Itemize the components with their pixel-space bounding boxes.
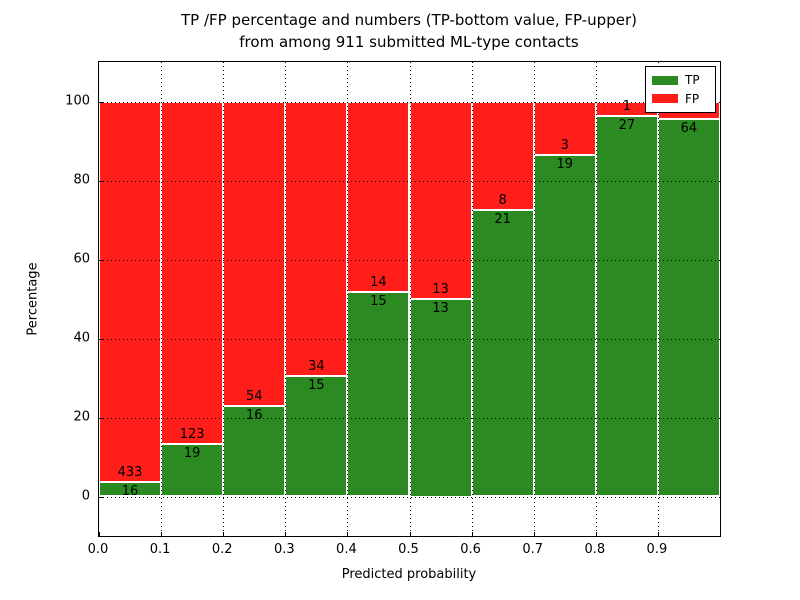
x-tick-label: 0.4: [336, 542, 357, 557]
tp-count-label: 19: [556, 157, 574, 173]
v-gridline: [595, 62, 597, 536]
y-tick-mark: [99, 180, 103, 182]
x-tick-label: 0.3: [273, 542, 295, 557]
fp-count-label: 34: [308, 358, 325, 374]
bar-segment-tp: [595, 115, 658, 497]
fp-color-swatch: [652, 94, 678, 104]
y-tick-mark: [99, 417, 103, 419]
fp-count-label: 123: [179, 426, 205, 442]
x-axis-tick-labels: 0.0 0.1 0.2 0.3 0.4 0.5 0.6 0.7 0.8 0.9: [0, 542, 800, 560]
bar-segment-tp: [285, 375, 348, 497]
x-tick-label: 0.5: [398, 542, 419, 557]
y-tick-mark: [99, 496, 103, 498]
bar-segment-tp: [471, 210, 534, 497]
x-tick-label: 0.1: [149, 542, 171, 557]
x-tick-mark: [471, 532, 473, 536]
tp-count-label: 64: [680, 121, 698, 137]
legend-item-fp: FP: [652, 92, 709, 106]
x-tick-label: 0.6: [460, 542, 481, 557]
x-tick-mark: [99, 532, 100, 536]
legend-label-tp: TP: [685, 73, 700, 88]
bar-segment-tp: [161, 443, 224, 497]
bar-segment-fp: [347, 101, 410, 293]
y-tick-label: 0: [81, 488, 90, 503]
x-tick-mark: [533, 532, 535, 536]
tp-count-label: 27: [618, 117, 636, 133]
v-gridline: [347, 62, 349, 536]
x-axis-title: Predicted probability: [341, 567, 477, 582]
y-tick-label: 100: [65, 93, 90, 108]
fp-count-label: 14: [370, 275, 387, 291]
x-tick-mark: [409, 532, 411, 536]
bar-segment-fp: [99, 101, 162, 483]
y-tick-mark: [99, 338, 103, 340]
fp-count-label: 8: [498, 193, 507, 209]
y-tick-mark: [99, 259, 103, 261]
v-gridline: [471, 62, 473, 536]
plot-area: 433 16 123 19 54 16 34 15 14 15 13 13 8 21 3 19 1 27 64: [98, 61, 721, 537]
v-gridline: [533, 62, 535, 536]
x-tick-mark: [347, 532, 349, 536]
x-tick-mark: [285, 532, 287, 536]
x-tick-label: 0.7: [522, 542, 544, 557]
y-tick-label: 80: [73, 172, 90, 187]
x-tick-label: 0.8: [584, 542, 606, 557]
fp-count-label: 13: [432, 282, 449, 297]
x-tick-mark: [657, 532, 659, 536]
y-tick-label: 40: [73, 330, 90, 345]
x-tick-mark: [161, 532, 163, 536]
v-gridline: [409, 62, 411, 536]
tp-count-label: 21: [494, 212, 511, 228]
chart-title-line-2: from among 911 submitted ML-type contact…: [239, 33, 579, 51]
x-tick-label: 0.9: [646, 542, 668, 557]
x-tick-mark: [223, 532, 225, 536]
bar-segment-fp: [285, 101, 348, 376]
bar-segment-tp: [223, 406, 286, 497]
x-tick-label: 0.2: [211, 542, 233, 557]
tp-color-swatch: [652, 75, 678, 85]
v-gridline: [657, 62, 659, 536]
bar-segment-fp: [161, 101, 224, 444]
y-tick-label: 60: [73, 251, 90, 266]
tp-count-label: 13: [432, 301, 449, 316]
v-gridline: [161, 62, 163, 536]
y-axis-tick-labels: 0 20 40 60 80 100: [0, 61, 90, 537]
legend-label-fp: FP: [685, 91, 700, 106]
y-tick-mark: [99, 101, 103, 103]
bar-segment-tp: [99, 482, 162, 497]
fp-count-label: 433: [117, 465, 143, 481]
v-gridline: [285, 62, 287, 536]
fp-count-label: 3: [560, 138, 569, 154]
bar-segment-fp: [409, 101, 472, 299]
bar-segment-tp: [533, 155, 596, 497]
tp-count-label: 16: [121, 484, 139, 500]
fp-count-label: 1: [622, 98, 631, 114]
v-gridline: [223, 62, 225, 536]
x-tick-mark: [595, 532, 597, 536]
chart-title-line-1: TP /FP percentage and numbers (TP-bottom…: [181, 11, 637, 29]
legend: TP FP: [645, 66, 716, 113]
tp-count-label: 19: [183, 445, 201, 461]
fp-count-label: 54: [245, 389, 263, 405]
x-tick-label: 0.0: [87, 542, 109, 557]
tp-count-label: 15: [308, 377, 325, 393]
tp-count-label: 16: [245, 408, 263, 424]
bar-segment-tp: [409, 299, 472, 497]
bar-segment-fp: [223, 101, 286, 407]
bar-segment-fp: [471, 101, 534, 211]
tp-count-label: 15: [370, 294, 387, 310]
bar-segment-tp: [657, 119, 720, 497]
bar-segment-tp: [347, 292, 410, 497]
legend-item-tp: TP: [652, 73, 709, 87]
y-tick-label: 20: [73, 409, 90, 424]
y-axis-title: Percentage: [25, 262, 41, 336]
